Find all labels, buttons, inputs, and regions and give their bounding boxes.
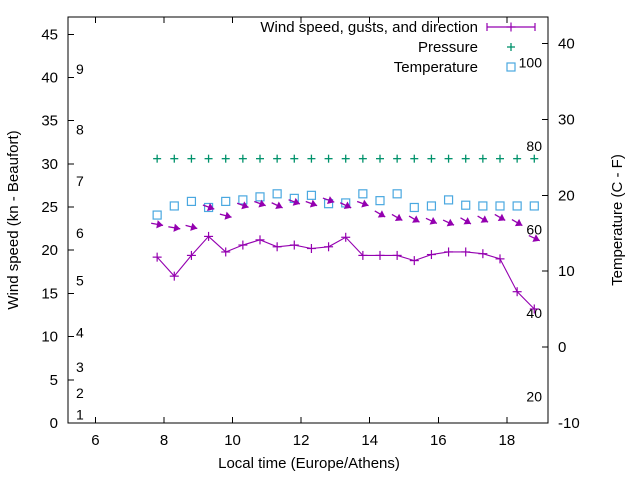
x-tick-label: 16 — [430, 432, 447, 449]
y-axis-title: Wind speed (kn - Beaufort) — [5, 130, 22, 309]
legend-label-2: Temperature — [394, 59, 478, 76]
y2-tick-label: 10 — [558, 263, 575, 280]
x-axis-ticks: 6 8 10 12 14 16 18 — [91, 17, 515, 449]
y2-tick-label: 40 — [558, 36, 575, 53]
series-gusts-direction — [151, 196, 541, 242]
y-tick-label: 20 — [41, 242, 58, 259]
y-tick-label: 15 — [41, 285, 58, 302]
beaufort-label: 1 — [76, 406, 84, 422]
y2-tick-label: 20 — [558, 187, 575, 204]
y-tick-label: 0 — [50, 415, 58, 432]
beaufort-label: 8 — [76, 121, 84, 137]
y2-tick-label: 0 — [558, 339, 566, 356]
y2-axis-ticks: -10 0 10 20 30 40 — [542, 36, 580, 432]
y-tick-label: 45 — [41, 26, 58, 43]
legend-label-1: Pressure — [418, 39, 478, 56]
beaufort-label: 5 — [76, 272, 84, 288]
beaufort-label: 9 — [76, 61, 84, 77]
plot-frame — [67, 16, 549, 424]
series-wind-speed — [152, 231, 539, 314]
y-tick-label: 30 — [41, 156, 58, 173]
y2-tick-label: -10 — [558, 415, 580, 432]
x-tick-label: 8 — [160, 432, 168, 449]
y-tick-label: 5 — [50, 372, 58, 389]
y-tick-label: 10 — [41, 329, 58, 346]
x-tick-label: 12 — [293, 432, 310, 449]
x-tick-label: 6 — [91, 432, 99, 449]
y-axis-ticks: 0 5 10 15 20 25 30 35 40 45 — [41, 26, 74, 432]
fahrenheit-label: 20 — [526, 388, 542, 404]
chart-legend: Wind speed, gusts, and direction Pressure… — [260, 19, 536, 76]
fahrenheit-label: 80 — [526, 138, 542, 154]
y2-tick-label: 30 — [558, 111, 575, 128]
beaufort-label: 7 — [76, 173, 84, 189]
beaufort-label: 4 — [76, 324, 84, 340]
x-axis-title: Local time (Europe/Athens) — [218, 455, 400, 472]
series-temperature — [152, 189, 539, 220]
fahrenheit-label: 60 — [526, 221, 542, 237]
plot-border — [67, 16, 549, 424]
y-tick-label: 25 — [41, 199, 58, 216]
y2-axis-title: Temperature (C - F) — [609, 154, 626, 286]
series-pressure — [153, 154, 539, 163]
legend-label-0: Wind speed, gusts, and direction — [260, 19, 478, 36]
beaufort-label: 6 — [76, 225, 84, 241]
x-tick-label: 14 — [361, 432, 378, 449]
fahrenheit-label: 100 — [519, 55, 543, 71]
y-tick-label: 40 — [41, 69, 58, 86]
x-tick-label: 10 — [224, 432, 241, 449]
x-tick-label: 18 — [499, 432, 516, 449]
beaufort-inner-labels: 1 2 3 4 5 6 7 8 9 — [76, 61, 84, 423]
y-tick-label: 35 — [41, 113, 58, 130]
beaufort-label: 2 — [76, 385, 84, 401]
beaufort-label: 3 — [76, 359, 84, 375]
